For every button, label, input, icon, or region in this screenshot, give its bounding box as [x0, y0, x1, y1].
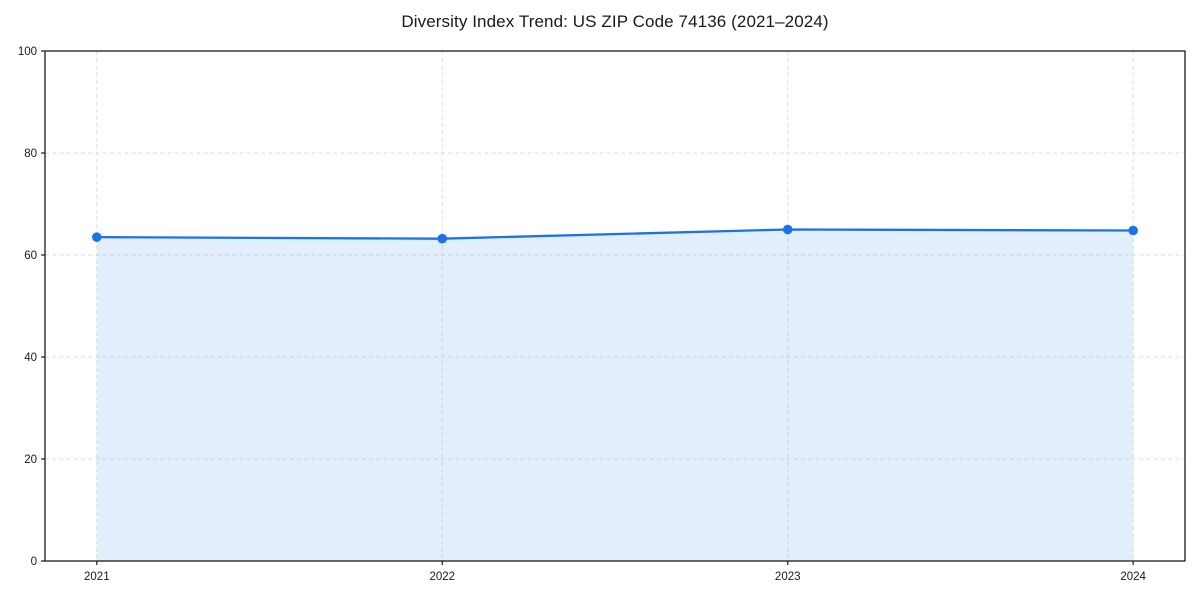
y-tick-label-60: 60	[24, 250, 37, 262]
data-point-2022	[437, 233, 448, 244]
data-point-2023	[782, 224, 793, 235]
plot-frame	[44, 50, 1186, 562]
y-tick-label-0: 0	[31, 556, 37, 568]
y-tick-label-40: 40	[24, 352, 37, 364]
x-tick-label-2024: 2024	[1120, 571, 1146, 583]
area-fill	[96, 229, 1134, 561]
x-tick-label-2023: 2023	[775, 571, 801, 583]
y-tick-label-100: 100	[18, 46, 37, 58]
x-tick-label-2022: 2022	[429, 571, 455, 583]
x-tick-label-2021: 2021	[84, 571, 110, 583]
data-point-2024	[1128, 225, 1138, 236]
chart-title: Diversity Index Trend: US ZIP Code 74136…	[401, 12, 829, 31]
trend-line	[95, 228, 1135, 240]
data-point-2021	[92, 232, 102, 242]
y-tick-label-80: 80	[24, 148, 37, 160]
y-tick-label-20: 20	[24, 454, 37, 466]
